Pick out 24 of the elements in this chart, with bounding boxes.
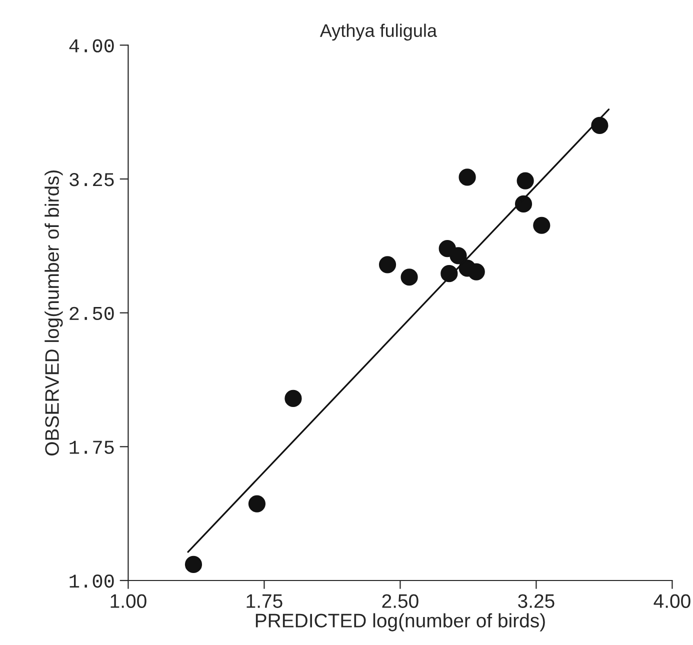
point <box>284 390 302 408</box>
point <box>516 172 534 190</box>
x-axis-title: PREDICTED log(number of birds) <box>256 613 545 632</box>
point <box>533 216 550 234</box>
chart-title: Aythya fuligula <box>320 24 438 41</box>
y-tick-label: 1.00 <box>70 574 114 588</box>
point <box>458 168 476 186</box>
x-tick-label: 4.00 <box>654 594 690 608</box>
x-tick-label: 2.50 <box>382 594 418 608</box>
point <box>248 495 266 512</box>
point <box>450 247 467 264</box>
y-axis-title: OBSERVED log(number of birds) <box>44 170 63 456</box>
point <box>378 256 396 274</box>
point <box>400 268 418 286</box>
y-tick-label: 3.25 <box>70 173 114 186</box>
y-tick-label: 2.50 <box>70 306 114 320</box>
point <box>591 116 608 134</box>
y-tick-label: 1.75 <box>70 440 114 454</box>
point <box>468 263 485 280</box>
x-tick-label: 1.00 <box>110 594 146 608</box>
x-tick-label: 3.25 <box>518 594 554 608</box>
point <box>184 556 202 573</box>
x-tick-label: 1.75 <box>246 594 282 608</box>
y-tick-label: 4.00 <box>69 39 114 52</box>
